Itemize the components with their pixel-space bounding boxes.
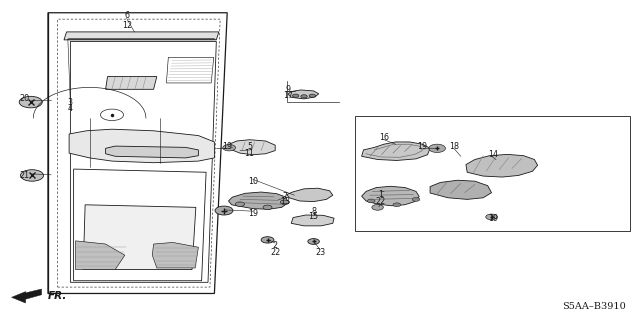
Circle shape xyxy=(223,145,236,151)
Polygon shape xyxy=(362,142,430,160)
Polygon shape xyxy=(362,186,419,206)
Bar xyxy=(355,116,630,231)
Text: 7: 7 xyxy=(282,192,287,201)
Polygon shape xyxy=(466,154,538,177)
Text: 8: 8 xyxy=(311,207,316,216)
Circle shape xyxy=(486,214,497,220)
Circle shape xyxy=(429,144,445,152)
Polygon shape xyxy=(64,32,219,40)
Text: 16: 16 xyxy=(379,133,389,142)
Circle shape xyxy=(236,202,244,206)
Circle shape xyxy=(372,204,383,210)
Text: 22: 22 xyxy=(376,197,386,206)
Text: 3: 3 xyxy=(68,98,73,107)
Polygon shape xyxy=(430,180,492,199)
Circle shape xyxy=(261,237,274,243)
Polygon shape xyxy=(83,205,196,270)
Circle shape xyxy=(215,206,233,215)
Text: 15: 15 xyxy=(308,212,319,221)
Text: 19: 19 xyxy=(488,214,498,223)
Polygon shape xyxy=(69,129,214,163)
Text: 1: 1 xyxy=(378,190,383,199)
Circle shape xyxy=(367,199,375,203)
Text: 17: 17 xyxy=(283,91,293,100)
Text: 13: 13 xyxy=(280,197,290,206)
Circle shape xyxy=(280,200,289,204)
Text: 10: 10 xyxy=(248,177,258,186)
Polygon shape xyxy=(152,242,198,268)
Text: 5: 5 xyxy=(247,142,252,151)
Circle shape xyxy=(393,203,401,207)
Polygon shape xyxy=(287,188,333,202)
Text: 14: 14 xyxy=(488,150,498,159)
Text: 19: 19 xyxy=(222,142,232,151)
Circle shape xyxy=(292,94,299,97)
Polygon shape xyxy=(106,146,198,158)
Text: 19: 19 xyxy=(417,142,428,151)
Circle shape xyxy=(301,95,307,98)
Text: S5AA–B3910: S5AA–B3910 xyxy=(562,302,626,311)
Polygon shape xyxy=(228,192,288,209)
Text: 6: 6 xyxy=(124,11,129,20)
Polygon shape xyxy=(291,215,334,226)
Polygon shape xyxy=(12,289,42,303)
Polygon shape xyxy=(76,241,125,270)
Text: 19: 19 xyxy=(248,209,258,218)
Circle shape xyxy=(19,96,42,108)
Circle shape xyxy=(308,239,319,244)
Circle shape xyxy=(309,94,316,97)
Text: 20: 20 xyxy=(19,94,29,103)
Text: 23: 23 xyxy=(315,248,325,256)
Circle shape xyxy=(263,205,272,210)
Polygon shape xyxy=(229,140,275,155)
Polygon shape xyxy=(106,77,157,89)
Text: 22: 22 xyxy=(270,248,280,256)
Text: 12: 12 xyxy=(122,21,132,30)
Polygon shape xyxy=(288,90,319,99)
Text: FR.: FR. xyxy=(48,291,67,301)
Text: 21: 21 xyxy=(19,171,29,180)
Text: 4: 4 xyxy=(68,104,73,113)
Text: 2: 2 xyxy=(273,241,278,250)
Text: 18: 18 xyxy=(449,142,460,151)
Text: 9: 9 xyxy=(285,85,291,94)
Circle shape xyxy=(412,197,420,201)
Circle shape xyxy=(20,170,44,181)
Text: 11: 11 xyxy=(244,149,255,158)
